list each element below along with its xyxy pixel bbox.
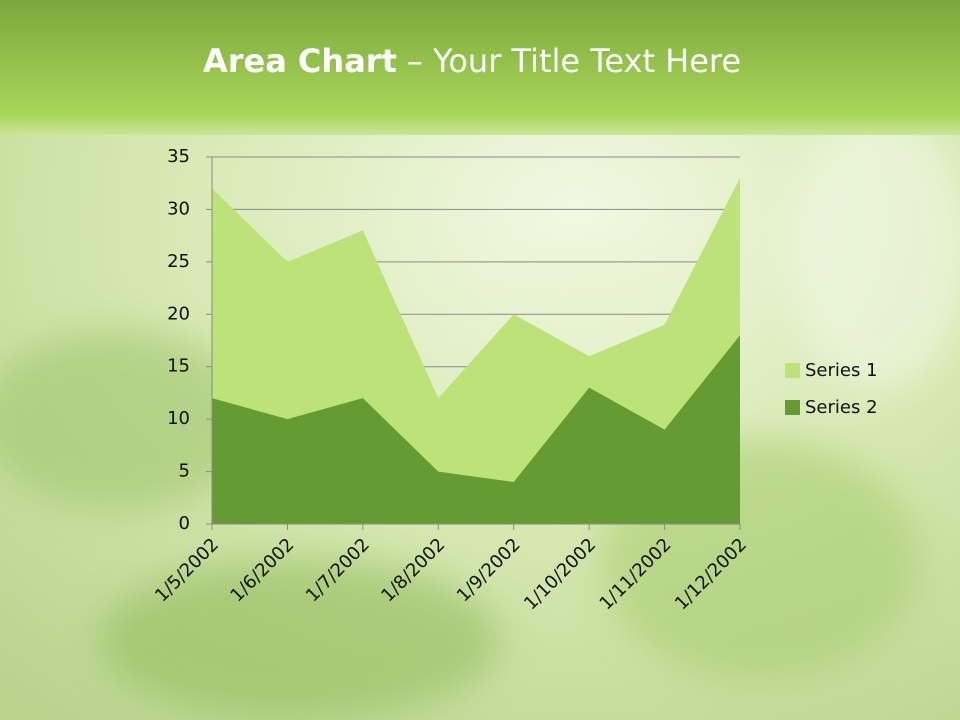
y-tick-label: 25 xyxy=(167,251,190,272)
y-tick-label: 0 xyxy=(179,513,190,534)
y-tick-label: 5 xyxy=(179,461,190,482)
y-tick-label: 10 xyxy=(167,408,190,429)
y-tick-label: 20 xyxy=(167,303,190,324)
y-tick-label: 30 xyxy=(167,198,190,219)
legend-swatch xyxy=(785,400,800,415)
y-tick-label: 35 xyxy=(167,146,190,167)
title-rest: – Your Title Text Here xyxy=(407,42,741,80)
leaf-backdrop xyxy=(0,110,960,720)
legend-label: Series 2 xyxy=(805,397,878,418)
legend-label: Series 1 xyxy=(805,360,878,381)
title-bold: Area Chart xyxy=(203,42,397,80)
chart-title: Area Chart – Your Title Text Here xyxy=(203,42,741,80)
title-band xyxy=(0,0,960,135)
legend-swatch xyxy=(785,363,800,378)
area xyxy=(212,335,740,524)
y-tick-label: 15 xyxy=(167,356,190,377)
